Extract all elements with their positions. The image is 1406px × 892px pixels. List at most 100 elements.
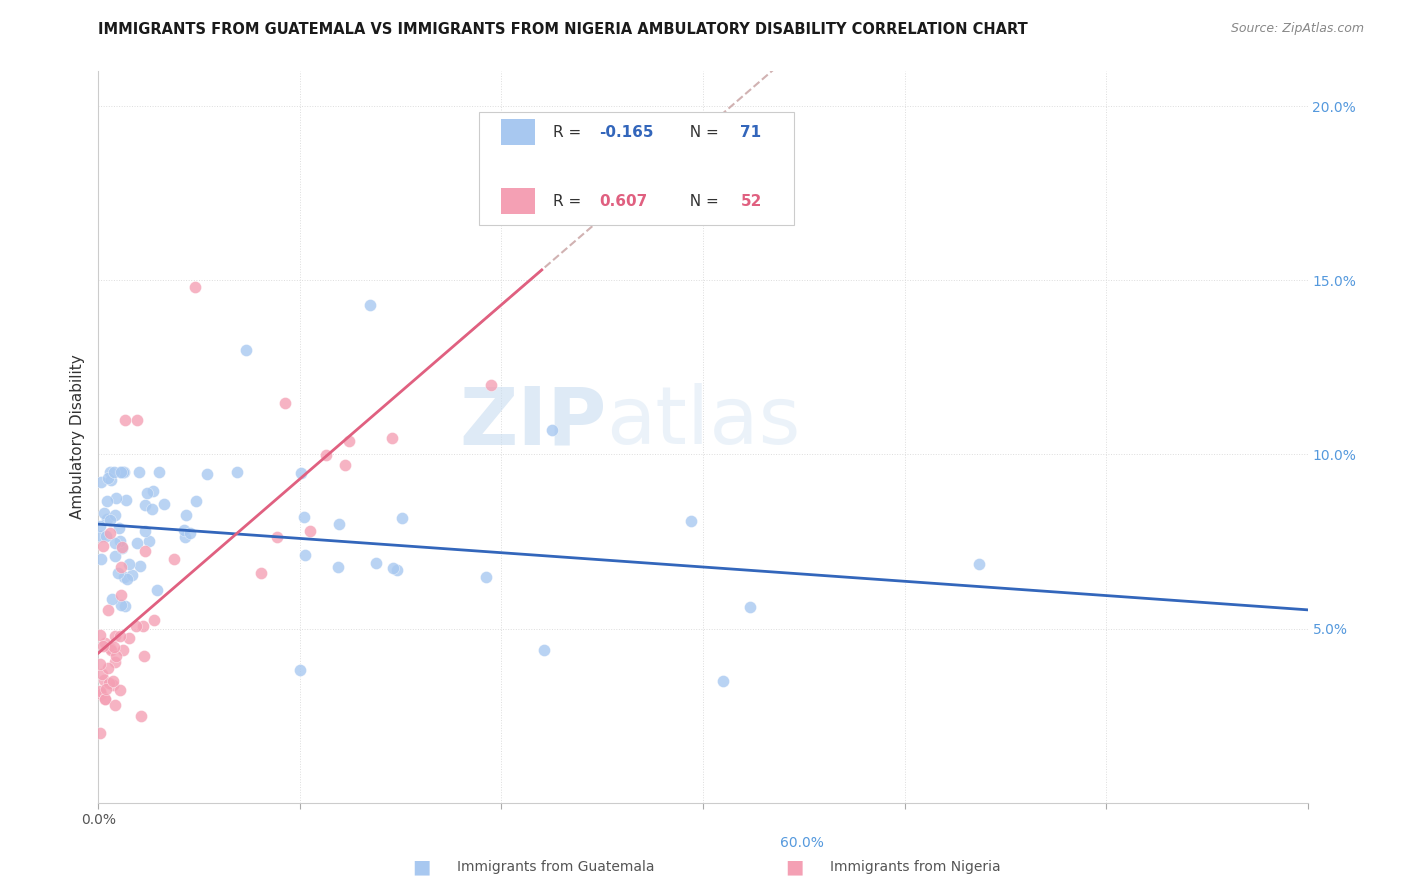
- Point: [146, 582, 169, 597]
- Point: [249, 566, 271, 580]
- FancyBboxPatch shape: [479, 112, 793, 225]
- Text: N =: N =: [681, 194, 724, 209]
- Point: [541, 423, 564, 437]
- Point: [174, 508, 197, 522]
- Point: [110, 598, 132, 612]
- Point: [115, 493, 138, 508]
- Text: 52: 52: [741, 194, 762, 209]
- Point: [98, 513, 121, 527]
- Point: [132, 619, 155, 633]
- Point: [112, 643, 135, 657]
- Point: [89, 726, 111, 740]
- Point: [391, 511, 413, 525]
- Point: [112, 570, 135, 584]
- Point: [100, 642, 122, 657]
- Point: [94, 529, 117, 543]
- Point: [94, 692, 117, 706]
- Point: [173, 524, 195, 538]
- Point: [292, 509, 315, 524]
- Point: [104, 698, 127, 713]
- Point: [475, 570, 498, 584]
- Point: [93, 506, 115, 520]
- Point: [104, 491, 127, 505]
- Point: [740, 600, 762, 615]
- Point: [90, 687, 112, 701]
- Point: [97, 603, 120, 617]
- Text: 0.607: 0.607: [599, 194, 647, 209]
- Y-axis label: Ambulatory Disability: Ambulatory Disability: [70, 355, 86, 519]
- Point: [153, 497, 176, 511]
- Point: [184, 280, 207, 294]
- Point: [225, 465, 247, 479]
- Point: [110, 559, 132, 574]
- Point: [127, 535, 149, 549]
- Point: [90, 529, 112, 543]
- Point: [111, 465, 134, 479]
- Point: [142, 613, 165, 627]
- Point: [136, 486, 159, 500]
- Point: [118, 632, 141, 646]
- Point: [108, 521, 131, 535]
- Point: [110, 534, 132, 549]
- Point: [134, 499, 156, 513]
- Point: [533, 642, 555, 657]
- Point: [128, 465, 150, 479]
- Point: [117, 572, 139, 586]
- Point: [89, 628, 111, 642]
- Point: [111, 540, 134, 554]
- Point: [94, 682, 117, 697]
- Point: [381, 431, 404, 445]
- Point: [132, 649, 155, 664]
- Point: [103, 465, 125, 479]
- Point: [112, 465, 135, 479]
- Point: [91, 539, 114, 553]
- Point: [288, 664, 311, 678]
- Point: [326, 560, 349, 574]
- Point: [337, 434, 360, 449]
- Point: [174, 530, 197, 544]
- Point: [195, 467, 218, 481]
- Point: [90, 667, 112, 681]
- Point: [98, 525, 121, 540]
- Point: [138, 534, 160, 549]
- Point: [89, 518, 111, 533]
- Point: [184, 494, 207, 508]
- Point: [274, 396, 297, 410]
- Point: [104, 508, 127, 522]
- Point: [134, 524, 156, 539]
- Point: [125, 618, 148, 632]
- Point: [299, 524, 322, 538]
- Bar: [501, 188, 534, 214]
- Point: [360, 298, 382, 312]
- Point: [111, 541, 134, 555]
- Point: [290, 466, 312, 480]
- Point: [162, 552, 184, 566]
- Text: Immigrants from Guatemala: Immigrants from Guatemala: [457, 860, 654, 874]
- Point: [381, 561, 404, 575]
- Text: ZIP: ZIP: [458, 384, 606, 461]
- Point: [93, 673, 115, 687]
- Point: [333, 458, 356, 472]
- Point: [108, 682, 131, 697]
- Text: Immigrants from Nigeria: Immigrants from Nigeria: [830, 860, 1000, 874]
- Text: R =: R =: [553, 194, 586, 209]
- Point: [121, 567, 143, 582]
- Point: [97, 661, 120, 675]
- Point: [315, 448, 337, 462]
- Point: [266, 530, 288, 544]
- Point: [679, 514, 702, 528]
- Text: atlas: atlas: [606, 384, 800, 461]
- Point: [294, 548, 316, 562]
- Point: [104, 536, 127, 550]
- Point: [101, 673, 124, 688]
- Point: [97, 471, 120, 485]
- Point: [711, 673, 734, 688]
- Text: ■: ■: [785, 857, 804, 877]
- Text: 71: 71: [741, 125, 762, 139]
- Point: [114, 599, 136, 613]
- Text: R =: R =: [553, 125, 586, 139]
- Point: [134, 544, 156, 558]
- Point: [90, 475, 112, 490]
- Point: [148, 465, 170, 479]
- Point: [104, 629, 127, 643]
